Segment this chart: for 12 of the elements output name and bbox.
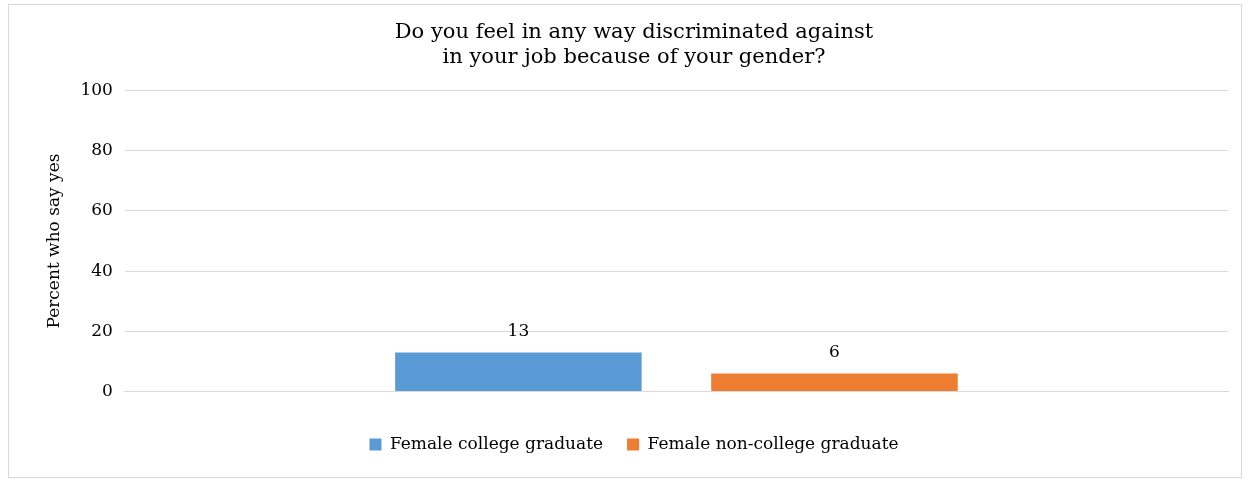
y-tick-label: 40 — [91, 259, 113, 280]
data-label: 6 — [829, 341, 840, 362]
y-tick-label: 80 — [91, 139, 113, 160]
y-tick-label: 20 — [91, 319, 113, 340]
legend-label: Female non-college graduate — [647, 432, 899, 453]
y-tick-label: 0 — [102, 380, 113, 401]
legend-label: Female college graduate — [389, 432, 604, 453]
chart-title: Do you feel in any way discriminated against in your job because of your gender? — [394, 19, 874, 69]
data-label: 13 — [507, 320, 530, 341]
y-tick-label: 60 — [91, 199, 113, 220]
y-tick-label: 100 — [80, 78, 113, 99]
y-axis-title: Percent who say yes — [42, 153, 63, 329]
